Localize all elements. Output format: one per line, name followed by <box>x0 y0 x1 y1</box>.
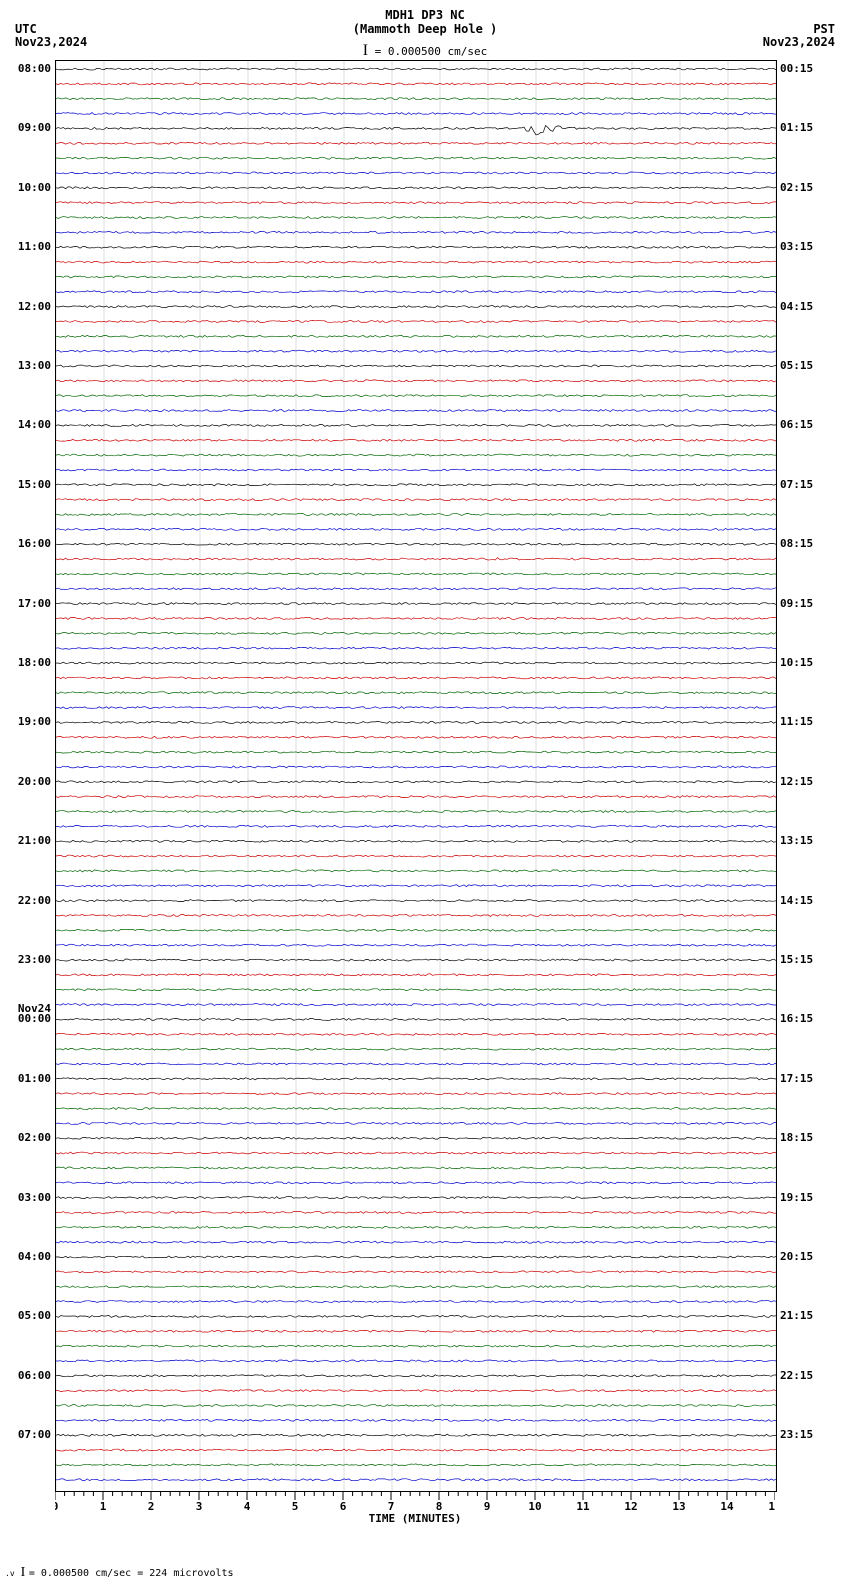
right-time-label: 06:15 <box>780 418 813 431</box>
left-time-label: 20:00 <box>18 775 51 788</box>
right-time-label: 21:15 <box>780 1309 813 1322</box>
scale-indicator: I = 0.000500 cm/sec <box>363 42 488 60</box>
svg-text:9: 9 <box>484 1500 491 1512</box>
right-time-label: 11:15 <box>780 715 813 728</box>
svg-text:11: 11 <box>576 1500 590 1512</box>
left-time-label: 19:00 <box>18 715 51 728</box>
svg-text:15: 15 <box>768 1500 775 1512</box>
svg-text:12: 12 <box>624 1500 637 1512</box>
right-time-label: 14:15 <box>780 894 813 907</box>
right-time-label: 18:15 <box>780 1131 813 1144</box>
svg-text:4: 4 <box>244 1500 251 1512</box>
left-time-label: 16:00 <box>18 537 51 550</box>
footer-text: = 0.000500 cm/sec = 224 microvolts <box>29 1568 234 1579</box>
right-time-label: 09:15 <box>780 597 813 610</box>
svg-text:6: 6 <box>340 1500 347 1512</box>
left-time-label: 11:00 <box>18 240 51 253</box>
helicorder-container: MDH1 DP3 NC (Mammoth Deep Hole ) I = 0.0… <box>0 0 850 1584</box>
right-time-label: 13:15 <box>780 834 813 847</box>
svg-text:1: 1 <box>100 1500 107 1512</box>
scale-text: = 0.000500 cm/sec <box>375 45 488 58</box>
svg-text:0: 0 <box>55 1500 58 1512</box>
date-left: Nov23,2024 <box>15 35 87 49</box>
helicorder-svg <box>56 61 776 1491</box>
right-time-label: 10:15 <box>780 656 813 669</box>
right-time-label: 01:15 <box>780 121 813 134</box>
svg-text:14: 14 <box>720 1500 734 1512</box>
tz-left: UTC <box>15 22 37 36</box>
left-time-label: 18:00 <box>18 656 51 669</box>
left-time-label: 01:00 <box>18 1072 51 1085</box>
left-time-label: 02:00 <box>18 1131 51 1144</box>
svg-text:7: 7 <box>388 1500 395 1512</box>
right-time-labels: 00:15 01:15 02:15 03:15 04:15 05:15 06:15 07:15… <box>778 60 848 1490</box>
right-time-label: 03:15 <box>780 240 813 253</box>
x-axis-label: TIME (MINUTES) <box>55 1512 775 1525</box>
left-time-label: 06:00 <box>18 1369 51 1382</box>
left-time-label: 17:00 <box>18 597 51 610</box>
right-time-label: 23:15 <box>780 1428 813 1441</box>
left-time-label: 12:00 <box>18 300 51 313</box>
left-time-label: 21:00 <box>18 834 51 847</box>
left-time-labels: 08:00 09:00 10:00 11:00 12:00 13:00 14:00 15:00… <box>0 60 53 1490</box>
left-time-label: 23:00 <box>18 953 51 966</box>
right-time-label: 08:15 <box>780 537 813 550</box>
right-time-label: 22:15 <box>780 1369 813 1382</box>
left-time-label: 15:00 <box>18 478 51 491</box>
right-time-label: 12:15 <box>780 775 813 788</box>
svg-text:5: 5 <box>292 1500 299 1512</box>
svg-text:8: 8 <box>436 1500 443 1512</box>
station-title: MDH1 DP3 NC <box>0 8 850 22</box>
svg-text:2: 2 <box>148 1500 155 1512</box>
left-time-label: 22:00 <box>18 894 51 907</box>
left-time-label: 13:00 <box>18 359 51 372</box>
plot-area <box>55 60 777 1492</box>
left-time-label: 07:00 <box>18 1428 51 1441</box>
location-subtitle: (Mammoth Deep Hole ) <box>0 22 850 36</box>
right-time-label: 04:15 <box>780 300 813 313</box>
right-time-label: 15:15 <box>780 953 813 966</box>
footer-scale: .v I = 0.000500 cm/sec = 224 microvolts <box>5 1565 234 1581</box>
right-time-label: 20:15 <box>780 1250 813 1263</box>
right-time-label: 02:15 <box>780 181 813 194</box>
left-time-label: 05:00 <box>18 1309 51 1322</box>
left-time-label: 00:00 <box>18 1012 51 1025</box>
right-time-label: 16:15 <box>780 1012 813 1025</box>
tz-right: PST <box>813 22 835 36</box>
right-time-label: 19:15 <box>780 1191 813 1204</box>
left-time-label: 08:00 <box>18 62 51 75</box>
header: MDH1 DP3 NC (Mammoth Deep Hole ) <box>0 8 850 36</box>
left-time-label: 04:00 <box>18 1250 51 1263</box>
left-time-label: 09:00 <box>18 121 51 134</box>
left-time-label: 03:00 <box>18 1191 51 1204</box>
svg-text:3: 3 <box>196 1500 203 1512</box>
right-time-label: 07:15 <box>780 478 813 491</box>
svg-text:10: 10 <box>528 1500 541 1512</box>
svg-text:13: 13 <box>672 1500 685 1512</box>
x-axis: 0123456789101112131415 TIME (MINUTES) <box>55 1492 775 1532</box>
left-time-label: 14:00 <box>18 418 51 431</box>
right-time-label: 00:15 <box>780 62 813 75</box>
right-time-label: 17:15 <box>780 1072 813 1085</box>
left-time-label: 10:00 <box>18 181 51 194</box>
right-time-label: 05:15 <box>780 359 813 372</box>
date-right: Nov23,2024 <box>763 35 835 49</box>
x-axis-ticks: 0123456789101112131415 <box>55 1492 775 1512</box>
